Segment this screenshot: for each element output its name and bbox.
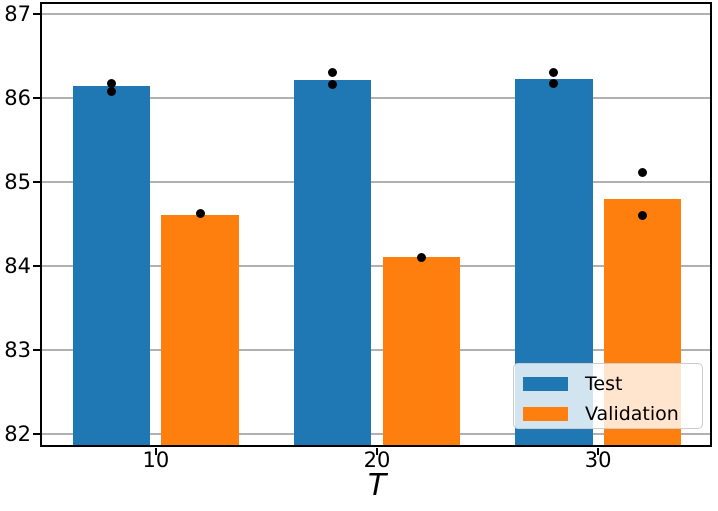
data-point-test-20 <box>328 80 338 90</box>
data-point-test-20 <box>328 67 338 77</box>
gridline-85 <box>42 181 712 184</box>
gridline-87 <box>42 13 712 16</box>
x-tick-30 <box>597 448 600 455</box>
y-tick-label-85: 85 <box>4 170 31 195</box>
gridline-82 <box>42 433 712 436</box>
y-tick-83 <box>33 349 42 352</box>
legend-entry-test: Test <box>523 371 702 397</box>
data-point-test-30 <box>549 68 559 78</box>
legend-label-test: Test <box>585 373 623 395</box>
x-tick-20 <box>376 448 378 455</box>
x-tick-label-20: 20 <box>363 448 391 472</box>
data-point-validation-30 <box>637 167 647 177</box>
legend-entry-validation: Validation <box>523 401 702 427</box>
x-tick-10 <box>154 448 157 455</box>
legend: Test Validation <box>513 363 703 429</box>
y-tick-84 <box>33 265 42 268</box>
y-tick-label-82: 82 <box>4 422 31 447</box>
data-point-test-30 <box>549 78 559 88</box>
bar-test-10 <box>72 85 151 446</box>
y-tick-label-87: 87 <box>4 2 31 27</box>
y-tick-label-83: 83 <box>4 338 31 363</box>
data-point-validation-20 <box>416 253 426 263</box>
gridline-83 <box>42 349 712 352</box>
gridline-84 <box>42 265 712 268</box>
bar-validation-20 <box>382 257 460 446</box>
y-tick-label-84: 84 <box>4 254 31 279</box>
y-tick-87 <box>33 13 42 16</box>
data-point-validation-30 <box>637 211 647 221</box>
x-axis-label: T <box>367 468 387 503</box>
x-tick-label-10: 10 <box>142 448 170 472</box>
data-point-test-10 <box>107 86 117 96</box>
data-point-validation-10 <box>195 208 205 218</box>
legend-swatch-validation <box>523 407 568 421</box>
y-tick-86 <box>33 97 42 100</box>
data-point-test-10 <box>107 78 117 88</box>
y-tick-85 <box>33 181 42 184</box>
gridline-86 <box>42 97 712 100</box>
y-tick-label-86: 86 <box>4 86 31 111</box>
bar-validation-10 <box>161 214 239 446</box>
y-tick-82 <box>33 433 42 436</box>
bar-test-20 <box>294 79 372 446</box>
legend-label-validation: Validation <box>585 403 679 425</box>
legend-swatch-test <box>523 377 568 391</box>
x-tick-label-30: 30 <box>584 448 612 472</box>
